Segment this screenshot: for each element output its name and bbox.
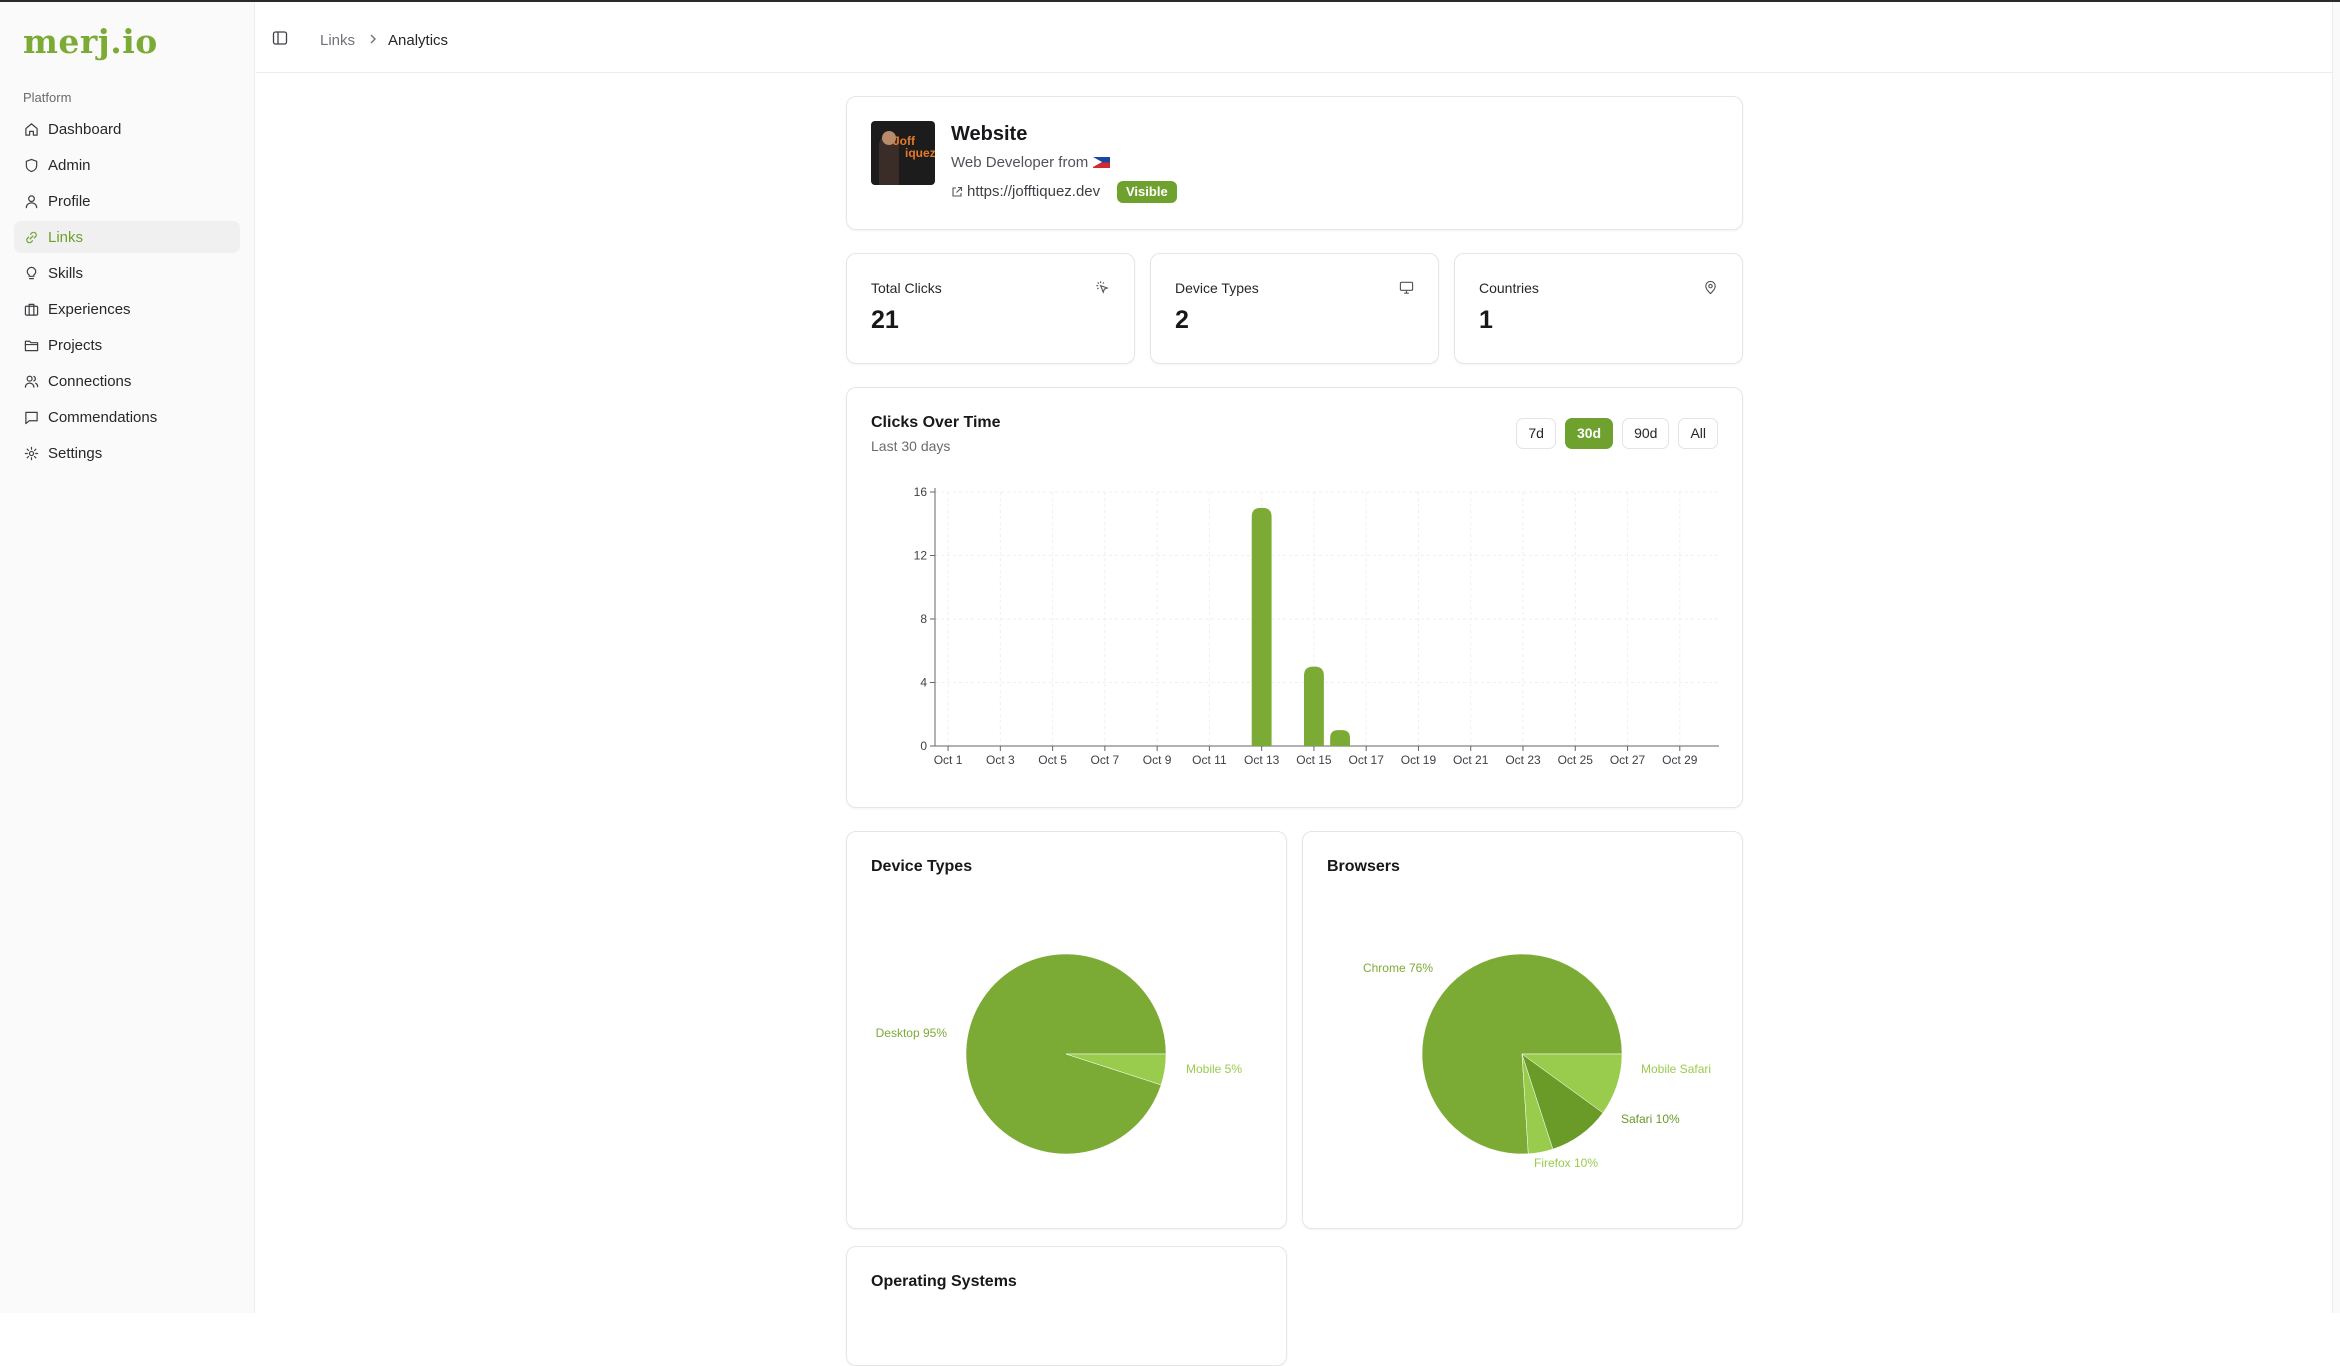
right-rail [2332, 2, 2340, 1313]
pie-label: Mobile 5% [1186, 1062, 1242, 1076]
x-tick-label: Oct 25 [1558, 753, 1594, 767]
stat-value: 2 [1175, 306, 1189, 335]
main-area: Links Analytics Joff iquez Website Web D… [256, 2, 2340, 1313]
browsers-pie-chart: Chrome 76% Mobile Safari Safari 10% Firefox… [1303, 832, 1742, 1228]
link-title: Website [951, 123, 1027, 146]
sidebar-item-label: Projects [48, 337, 102, 354]
pie-label: Desktop 95% [876, 1026, 948, 1040]
y-tick-label: 16 [914, 485, 928, 499]
x-tick-label: Oct 23 [1505, 753, 1541, 767]
sidebar-item-label: Connections [48, 373, 131, 390]
y-tick-label: 12 [914, 549, 928, 563]
shield-icon [24, 158, 39, 173]
x-tick-label: Oct 21 [1453, 753, 1489, 767]
x-tick-label: Oct 29 [1662, 753, 1698, 767]
map-pin-icon [1703, 280, 1718, 295]
x-tick-label: Oct 1 [934, 753, 963, 767]
sidebar-group-label: Platform [23, 90, 71, 105]
stat-label: Total Clicks [871, 280, 942, 296]
clicks-bar-chart: 0 4 8 12 16 Oct 1 Oct 3 Oct 5 Oct 7 Oct 9 Oct 11 Oc… [847, 388, 1742, 807]
x-tick-label: Oct 13 [1244, 753, 1280, 767]
link-subtitle: Web Developer from [951, 154, 1110, 171]
x-tick-label: Oct 27 [1610, 753, 1646, 767]
y-tick-label: 0 [920, 739, 927, 753]
stat-card-total-clicks: Total Clicks 21 [846, 253, 1135, 364]
sidebar-item-label: Settings [48, 445, 102, 462]
sidebar-item-admin[interactable]: Admin [14, 149, 240, 181]
bar-oct-13[interactable] [1252, 508, 1272, 746]
folder-icon [24, 338, 39, 353]
avatar: Joff iquez [871, 121, 935, 185]
sidebar-item-label: Links [48, 229, 83, 246]
sidebar-item-label: Admin [48, 157, 91, 174]
sidebar-item-settings[interactable]: Settings [14, 437, 240, 469]
user-icon [24, 194, 39, 209]
pie-label: Mobile Safari [1641, 1062, 1711, 1076]
visibility-badge: Visible [1117, 181, 1177, 203]
y-tick-label: 8 [920, 612, 927, 626]
sidebar-toggle-icon[interactable] [272, 30, 288, 46]
x-tick-label: Oct 15 [1296, 753, 1332, 767]
stat-label: Countries [1479, 280, 1539, 296]
bar-oct-15[interactable] [1304, 667, 1324, 746]
users-icon [24, 374, 39, 389]
stat-label: Device Types [1175, 280, 1259, 296]
pie-label: Firefox 10% [1534, 1156, 1598, 1170]
x-tick-label: Oct 9 [1143, 753, 1172, 767]
message-icon [24, 410, 39, 425]
sidebar-item-experiences[interactable]: Experiences [14, 293, 240, 325]
home-icon [24, 122, 39, 137]
x-tick-label: Oct 11 [1192, 753, 1227, 767]
link-profile-card: Joff iquez Website Web Developer from ht… [846, 96, 1743, 230]
sidebar-item-label: Profile [48, 193, 91, 210]
stat-value: 1 [1479, 306, 1493, 335]
philippines-flag-icon [1093, 157, 1110, 168]
external-link-icon [951, 186, 963, 198]
breadcrumb-current: Analytics [388, 32, 448, 49]
pie-label: Safari 10% [1621, 1112, 1680, 1126]
sidebar-item-skills[interactable]: Skills [14, 257, 240, 289]
pie-title: Operating Systems [871, 1273, 1017, 1291]
app-logo[interactable]: merj.io [23, 22, 158, 61]
briefcase-icon [24, 302, 39, 317]
cursor-click-icon [1095, 280, 1110, 295]
top-bar: Links Analytics [256, 2, 2332, 73]
stat-card-countries: Countries 1 [1454, 253, 1743, 364]
x-tick-label: Oct 3 [986, 753, 1015, 767]
sidebar-item-commendations[interactable]: Commendations [14, 401, 240, 433]
lightbulb-icon [24, 266, 39, 281]
monitor-icon [1399, 280, 1414, 295]
device-types-card: Device Types Desktop 95%Mobile 5% [846, 831, 1287, 1229]
x-tick-label: Oct 7 [1091, 753, 1120, 767]
x-tick-label: Oct 17 [1349, 753, 1385, 767]
device-types-pie-chart: Desktop 95% Mobile 5% [847, 832, 1286, 1228]
sidebar-item-links[interactable]: Links [14, 221, 240, 253]
stat-card-device-types: Device Types 2 [1150, 253, 1439, 364]
avatar-text: iquez [905, 147, 935, 159]
sidebar-item-dashboard[interactable]: Dashboard [14, 113, 240, 145]
link-icon [24, 230, 39, 245]
breadcrumb-links[interactable]: Links [320, 32, 355, 49]
sidebar-nav: Dashboard Admin Profile Links Skills Experien… [14, 113, 240, 473]
bar-oct-16[interactable] [1330, 730, 1350, 746]
sidebar-item-projects[interactable]: Projects [14, 329, 240, 361]
sidebar-item-label: Dashboard [48, 121, 121, 138]
sidebar-item-label: Experiences [48, 301, 131, 318]
x-tick-label: Oct 5 [1038, 753, 1067, 767]
stat-value: 21 [871, 306, 899, 335]
sidebar-item-profile[interactable]: Profile [14, 185, 240, 217]
link-url[interactable]: https://jofftiquez.dev [951, 183, 1100, 200]
sidebar-item-label: Skills [48, 265, 83, 282]
gear-icon [24, 446, 39, 461]
sidebar-item-label: Commendations [48, 409, 157, 426]
operating-systems-card: Operating Systems [846, 1246, 1287, 1366]
sidebar: merj.io Platform Dashboard Admin Profile Li… [0, 2, 255, 1313]
x-tick-label: Oct 19 [1401, 753, 1437, 767]
y-tick-label: 4 [920, 676, 927, 690]
pie-label: Chrome 76% [1363, 961, 1433, 975]
chevron-right-icon [366, 32, 380, 46]
sidebar-item-connections[interactable]: Connections [14, 365, 240, 397]
